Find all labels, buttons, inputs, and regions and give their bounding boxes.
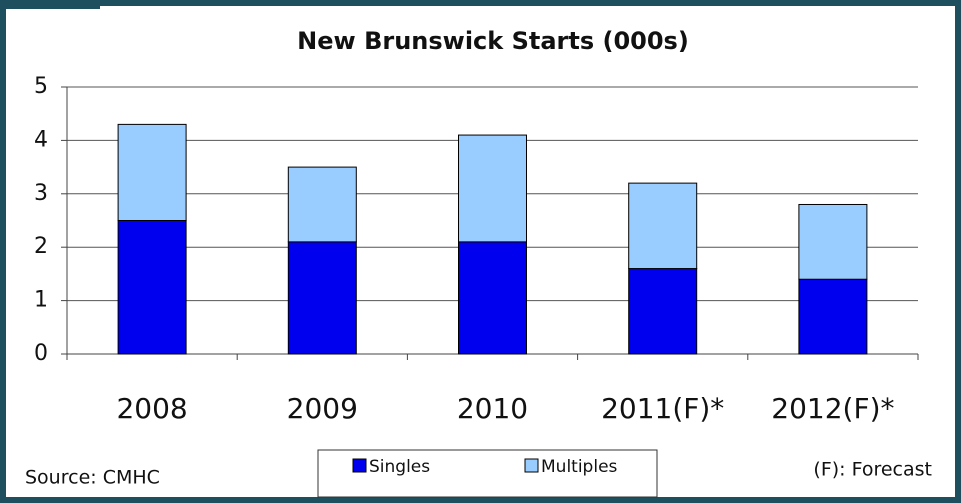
y-tick-label: 1 bbox=[34, 288, 48, 313]
bar-segment bbox=[798, 203, 868, 280]
source-note: Source: CMHC bbox=[25, 467, 160, 489]
bar-segment bbox=[458, 134, 527, 243]
chart-title: New Brunswick Starts (000s) bbox=[297, 27, 689, 55]
x-tick-label: 2010 bbox=[457, 392, 528, 425]
legend-label: Singles bbox=[369, 457, 430, 477]
x-tick-label: 2008 bbox=[116, 392, 187, 425]
legend-swatch bbox=[352, 458, 367, 473]
x-tick-label: 2012(F)* bbox=[771, 392, 894, 425]
legend-swatch bbox=[524, 458, 539, 473]
bar-segment bbox=[287, 241, 357, 355]
bar-segment bbox=[117, 123, 187, 221]
legend-box bbox=[317, 449, 658, 498]
bar-segment bbox=[798, 278, 868, 355]
forecast-note: (F): Forecast bbox=[813, 459, 932, 481]
bar-segment bbox=[117, 220, 187, 355]
bar-segment bbox=[287, 166, 357, 243]
tab bbox=[0, 0, 100, 9]
bar-segment bbox=[628, 268, 698, 355]
legend-label: Multiples bbox=[541, 457, 618, 477]
y-tick-label: 0 bbox=[34, 341, 48, 366]
x-tick-label: 2011(F)* bbox=[601, 392, 724, 425]
y-tick-label: 2 bbox=[34, 234, 48, 259]
y-tick-label: 4 bbox=[34, 127, 48, 152]
y-tick-label: 5 bbox=[34, 74, 48, 99]
bar-segment bbox=[458, 241, 527, 355]
bar-segment bbox=[628, 182, 698, 270]
x-tick-label: 2009 bbox=[287, 392, 358, 425]
y-tick-label: 3 bbox=[34, 181, 48, 206]
